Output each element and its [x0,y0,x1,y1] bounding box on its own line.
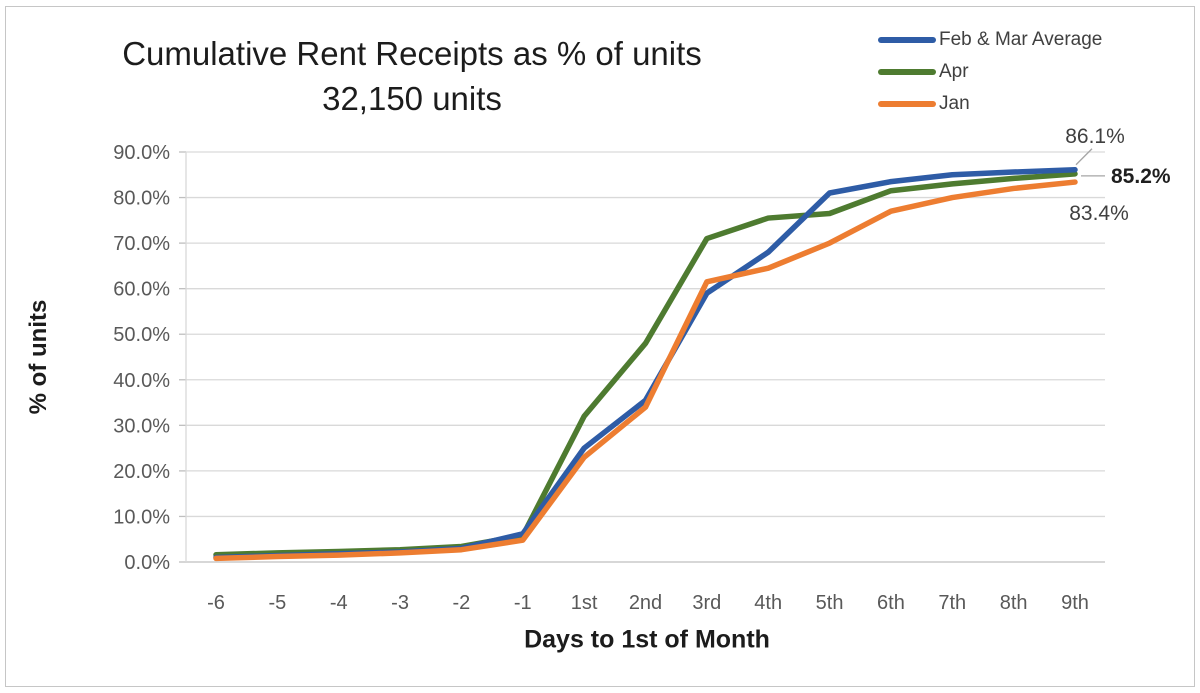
x-tick-label: 4th [754,592,782,614]
chart-title: Cumulative Rent Receipts as % of units 3… [72,31,752,121]
series-line-feb-mar-average [213,167,1078,561]
x-tick-label: -1 [514,592,532,614]
x-tick-label: 1st [571,592,598,614]
y-tick-label: 70.0% [113,233,170,255]
legend-swatch-feb-mar-average-icon [878,37,936,43]
legend-item-apr: Apr [878,56,1102,88]
x-tick-label: 9th [1061,592,1089,614]
y-tick-label: 90.0% [113,142,170,164]
y-tick-label: 30.0% [113,415,170,437]
legend-label-feb-mar-average: Feb & Mar Average [939,29,1103,50]
x-axis-title: Days to 1st of Month [524,625,770,654]
x-tick-label: 3rd [692,592,721,614]
data-label-feb-mar-average: 86.1% [1065,125,1125,148]
data-label-leader-line [1075,148,1093,166]
data-label-jan: 83.4% [1069,202,1129,225]
x-tick-label: -3 [391,592,409,614]
y-tick-label: 10.0% [113,506,170,528]
x-tick-label: -6 [207,592,225,614]
y-tick-label: 20.0% [113,461,170,483]
x-tick-label: 6th [877,592,905,614]
x-tick-label: -4 [330,592,348,614]
y-tick-label: 40.0% [113,370,170,392]
series-line-jan [213,179,1078,562]
x-tick-label: -5 [268,592,286,614]
data-label-apr: 85.2% [1111,165,1171,188]
x-tick-label: 7th [938,592,966,614]
x-tick-label: -2 [453,592,471,614]
chart-title-line2: 32,150 units [322,80,502,117]
y-tick-label: 50.0% [113,324,170,346]
y-tick-label: 80.0% [113,188,170,210]
legend-swatch-jan-icon [878,101,936,107]
legend-label-jan: Jan [939,93,970,114]
legend: Feb & Mar Average Apr Jan [878,24,1102,120]
x-tick-label: 5th [816,592,844,614]
legend-label-apr: Apr [939,61,969,82]
legend-swatch-apr-icon [878,69,936,75]
x-tick-label: 2nd [629,592,662,614]
legend-item-feb-mar-average: Feb & Mar Average [878,24,1102,56]
y-tick-label: 0.0% [124,552,170,574]
x-tick-label: 8th [1000,592,1028,614]
legend-item-jan: Jan [878,88,1102,120]
y-tick-label: 60.0% [113,279,170,301]
series-line-apr [213,171,1078,558]
chart-title-line1: Cumulative Rent Receipts as % of units [122,35,702,72]
